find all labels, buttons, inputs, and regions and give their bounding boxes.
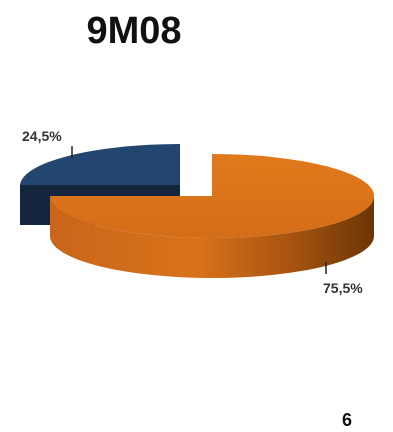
page-number: 6 xyxy=(342,410,353,430)
pie-slice-2 xyxy=(20,144,180,185)
pie-slice-side-1 xyxy=(50,196,374,278)
pie-slice-1 xyxy=(50,154,374,238)
data-label-2: 24,5% xyxy=(22,128,62,144)
data-label-1: 75,5% xyxy=(323,280,363,296)
chart-title: 9M08 xyxy=(86,10,182,52)
